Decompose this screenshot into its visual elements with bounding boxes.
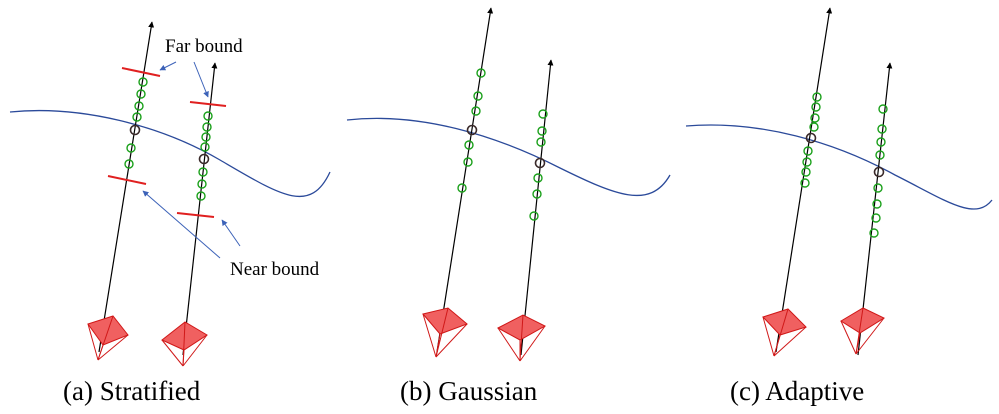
sample-point [801,167,811,177]
panel-caption: (c) Adaptive [730,376,864,406]
far-bound-marker [189,101,227,107]
sample-points [457,68,548,221]
camera-ray [857,62,893,356]
sample-point [802,157,812,167]
sample-point [476,68,486,78]
surface-intersection [805,132,817,144]
sample-point [810,113,820,123]
surface-curve [346,117,671,197]
sample-point [875,150,885,160]
far-bound-arrow [159,61,177,71]
sample-point [878,104,888,114]
sample-point [872,199,882,209]
sample-point [811,102,821,112]
sample-point [869,228,879,238]
sample-point [809,122,819,132]
sample-point [464,140,474,150]
surface-intersection [198,153,210,165]
sample-point [812,92,822,102]
camera-icon [840,307,886,355]
sample-point [200,142,210,152]
sample-point [203,111,213,121]
near-bound-arrow [221,219,241,247]
sample-point [196,191,206,201]
sample-point [136,89,146,99]
sample-points [124,77,213,201]
camera-icon [161,321,208,367]
panel-caption: (a) Stratified [63,376,201,406]
panel-stratified: Far bound Near bound (a) Stratified [9,21,331,406]
sample-point [473,91,483,101]
far-bound-marker [121,67,161,77]
sample-point [532,189,542,199]
sample-point [536,137,546,147]
sample-point [134,101,144,111]
sample-point [202,122,212,132]
camera-icon [762,308,807,357]
surface-intersection [466,124,478,136]
panel-adaptive: (c) Adaptive [685,7,993,406]
sample-point [529,211,539,221]
surface-curve [9,109,331,198]
camera-icon [422,307,468,358]
panel-gaussian: (b) Gaussian [346,7,671,406]
sample-point [471,106,481,116]
sample-point [132,112,142,122]
far-bound-label: Far bound [165,36,243,57]
near-bound-arrow [142,190,221,259]
sample-point [871,213,881,223]
near-bound-label: Near bound [230,259,320,280]
sample-points [800,92,888,238]
surface-intersection [873,166,885,178]
sample-point [533,173,543,183]
surface-intersection [129,124,141,136]
sample-point [800,178,810,188]
sample-point [201,132,211,142]
sample-point [877,124,887,134]
surface-curve [685,124,993,210]
near-bound-marker [176,212,215,218]
camera-ray [436,7,494,353]
camera-icon [496,314,547,362]
surface-intersection [534,157,546,169]
sample-point [198,167,208,177]
sample-point [538,109,548,119]
sample-point [873,183,883,193]
sample-point [126,143,136,153]
sample-point [124,159,134,169]
sample-point [457,183,467,193]
camera-icon [87,315,129,361]
panel-caption: (b) Gaussian [400,376,538,406]
camera-ray [182,62,218,356]
near-bound-marker [107,175,147,185]
sample-point [138,77,148,87]
sample-point [197,179,207,189]
sample-point [876,137,886,147]
sample-point [803,146,813,156]
far-bound-arrow [193,61,209,98]
camera-ray [520,59,554,356]
sample-point [537,126,547,136]
camera-ray [98,21,155,353]
sample-point [463,157,473,167]
